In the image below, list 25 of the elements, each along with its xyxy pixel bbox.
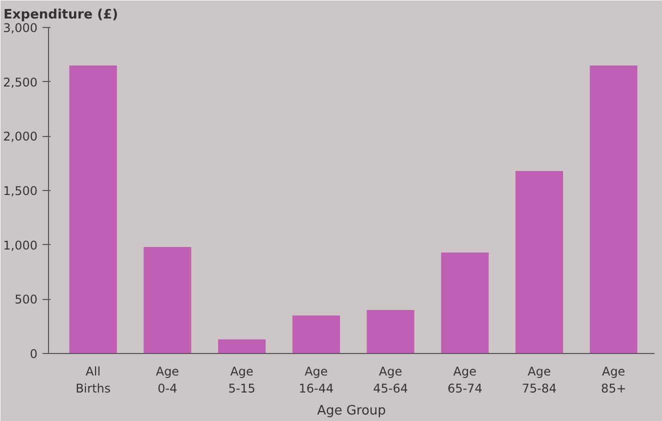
bar — [366, 310, 414, 354]
y-tick-label: 0 — [30, 347, 38, 361]
y-tick-label: 1,500 — [3, 184, 38, 198]
bar — [441, 252, 489, 354]
bar — [515, 170, 564, 354]
x-tick-label: Age 45-64 — [373, 364, 408, 396]
y-axis-title: Expenditure (£) — [4, 8, 118, 22]
x-tick-label: All Births — [76, 364, 111, 396]
y-tick-label: 1,000 — [3, 238, 38, 252]
y-tick-label: 2,500 — [3, 75, 38, 90]
x-tick-label: Age 5-15 — [228, 364, 256, 396]
x-axis-title: Age Group — [317, 403, 386, 418]
x-tick-label: Age 75-84 — [522, 364, 557, 396]
bar — [218, 339, 266, 354]
bar — [69, 66, 117, 354]
x-tick-label: Age 0-4 — [156, 364, 180, 396]
y-tick-label: 3,000 — [3, 21, 38, 35]
x-tick-label: Age 16-44 — [298, 364, 334, 396]
y-tick-label: 500 — [14, 292, 38, 307]
bar — [292, 315, 340, 354]
bar — [144, 247, 192, 354]
y-tick-label: 2,000 — [3, 130, 38, 144]
bar — [590, 66, 638, 354]
x-tick-label: Age 85+ — [600, 364, 626, 396]
x-tick-label: Age 65-74 — [447, 364, 482, 396]
